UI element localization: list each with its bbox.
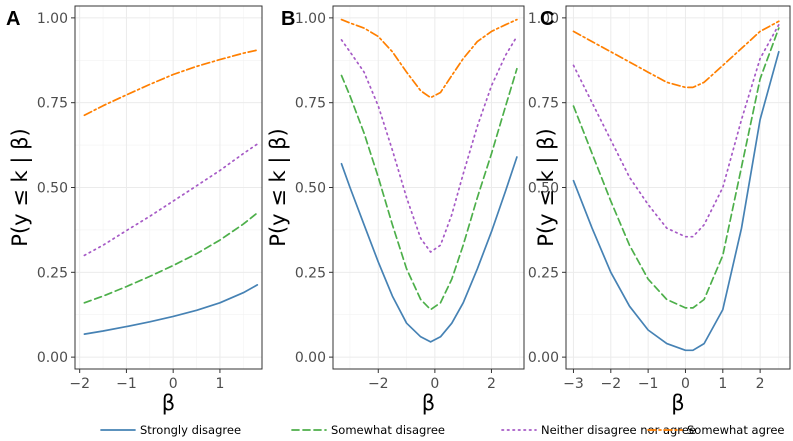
x-tick-label: −2: [69, 376, 90, 392]
y-tick-label: 0.25: [295, 265, 326, 281]
series-line-strongly-disagree: [572, 50, 780, 352]
x-tick-label: 2: [487, 376, 496, 392]
series-line-neither: [340, 35, 518, 253]
series-line-somewhat-disagree: [340, 67, 518, 311]
legend-label: Somewhat agree: [687, 423, 785, 437]
series-line-somewhat-disagree: [83, 212, 259, 304]
x-tick-label: 1: [215, 376, 224, 392]
x-tick-label: 2: [756, 376, 765, 392]
panel-a: 0.00 0.25 0.50 0.75 1.00 −2 −1 0 1 β P(y ≤ k | β) A: [6, 5, 263, 415]
y-tick-label: 0.25: [528, 265, 559, 281]
series-line-somewhat-agree: [83, 49, 259, 117]
x-tick-label: 0: [430, 376, 439, 392]
legend-item-strongly-disagree: Strongly disagree: [100, 423, 241, 437]
panel-b: 0.00 0.25 0.50 0.75 1.00 −2 0 2 β P(y ≤ k | β) B: [266, 5, 525, 415]
x-tick-label: 0: [681, 376, 690, 392]
x-axis-title: β: [162, 391, 175, 415]
x-tick-label: −1: [116, 376, 137, 392]
x-tick-label: −2: [368, 376, 389, 392]
x-axis-title: β: [671, 391, 684, 415]
y-axis-title: P(y ≤ k | β): [8, 128, 33, 246]
y-tick-label: 0.75: [528, 96, 559, 112]
y-tick-label: 0.50: [295, 181, 326, 197]
legend-label: Somewhat disagree: [331, 423, 445, 437]
series-line-neither: [572, 23, 780, 238]
x-axis-title: β: [422, 391, 435, 415]
legend-item-neither: Neither disagree nor agree: [501, 423, 696, 437]
legend-item-somewhat-agree: Somewhat agree: [647, 423, 785, 437]
y-tick-label: 1.00: [37, 11, 68, 27]
series-line-strongly-disagree: [83, 284, 259, 335]
panel-c: 0.00 0.25 0.50 0.75 1.00 −3 −2 −1 0 1 2 β P(y ≤ k | …: [528, 5, 791, 415]
series-line-somewhat-agree: [572, 20, 780, 89]
x-tick-label: −1: [638, 376, 659, 392]
legend-label: Strongly disagree: [140, 423, 241, 437]
legend-item-somewhat-disagree: Somewhat disagree: [291, 423, 445, 437]
panel-tag-c: C: [540, 8, 554, 30]
series-line-neither: [83, 143, 259, 257]
y-axis-title: P(y ≤ k | β): [534, 128, 559, 246]
x-tick-label: 0: [169, 376, 178, 392]
y-tick-label: 0.00: [295, 350, 326, 366]
y-tick-label: 1.00: [295, 11, 326, 27]
x-tick-label: −3: [563, 376, 584, 392]
legend: Strongly disagree Somewhat disagree Neithe…: [100, 423, 785, 437]
y-tick-label: 1.00: [528, 11, 559, 27]
panel-tag-a: A: [6, 8, 20, 30]
y-tick-label: 0.00: [37, 350, 68, 366]
y-tick-label: 0.75: [37, 96, 68, 112]
x-tick-label: −2: [600, 376, 621, 392]
y-tick-label: 0.00: [528, 350, 559, 366]
x-tick-label: 1: [718, 376, 727, 392]
panel-tag-b: B: [281, 8, 295, 30]
y-tick-label: 0.75: [295, 96, 326, 112]
y-tick-label: 0.50: [37, 181, 68, 197]
series-line-somewhat-agree: [340, 18, 518, 99]
legend-label: Neither disagree nor agree: [541, 423, 696, 437]
y-tick-label: 0.25: [37, 265, 68, 281]
series-line-strongly-disagree: [340, 156, 518, 343]
y-tick-label: 0.50: [528, 181, 559, 197]
y-axis-title: P(y ≤ k | β): [266, 128, 291, 246]
series-line-somewhat-disagree: [572, 27, 780, 309]
